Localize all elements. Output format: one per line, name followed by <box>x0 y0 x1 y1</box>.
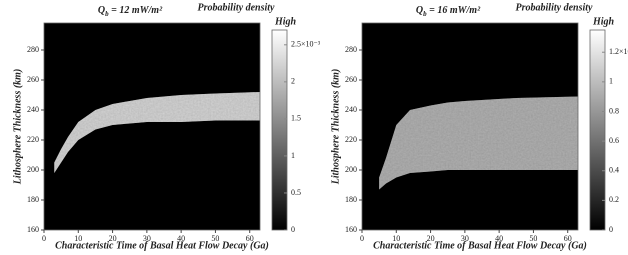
y-tick-label: 220 <box>345 135 357 144</box>
y-tick-label: 180 <box>27 195 39 204</box>
y-tick-label: 280 <box>345 45 357 54</box>
x-tick-label: 20 <box>427 234 435 243</box>
colorbar-tick-label: 1 <box>609 77 613 86</box>
x-tick-label: 40 <box>177 234 185 243</box>
density-band <box>54 92 261 173</box>
y-tick-label: 160 <box>345 225 357 234</box>
colorbar-tick-label: 0.6 <box>609 136 619 145</box>
colorbar <box>271 29 288 231</box>
colorbar-top-label: High <box>592 16 615 27</box>
x-tick-label: 0 <box>360 234 364 243</box>
x-tick-label: 60 <box>564 234 572 243</box>
colorbar-tick-label: 0.2 <box>609 195 619 204</box>
y-axis-label: Lithosphere Thickness (km) <box>330 69 341 186</box>
y-tick-label: 200 <box>345 165 357 174</box>
title-symbol: Q <box>416 5 423 16</box>
x-tick-label: 10 <box>74 234 82 243</box>
colorbar-tick-label: 0 <box>609 225 613 234</box>
colorbar-tick-label: 1 <box>291 151 295 160</box>
colorbar-tick-label: 0.8 <box>609 106 619 115</box>
colorbar-tick-label: 1.2×10⁻³ <box>609 47 628 56</box>
colorbar-tick-label: 2 <box>291 77 295 86</box>
plot-frame <box>43 22 261 231</box>
colorbar <box>589 29 606 231</box>
x-tick-label: 50 <box>529 234 537 243</box>
title-symbol: Q <box>98 5 105 16</box>
colorbar-tick-label: 0.5 <box>291 188 301 197</box>
x-tick-label: 0 <box>42 234 46 243</box>
colorbar-tick-label: 2.5×10⁻³ <box>291 40 321 49</box>
y-tick-label: 240 <box>27 105 39 114</box>
y-tick-label: 260 <box>345 75 357 84</box>
chart-title: Qb = 16 mW/m² <box>416 5 481 17</box>
y-tick-label: 280 <box>27 45 39 54</box>
title-rest: = 12 mW/m² <box>109 5 163 16</box>
x-axis-label: Characteristic Time of Basal Heat Flow D… <box>373 240 587 251</box>
y-tick-label: 160 <box>27 225 39 234</box>
x-axis-label: Characteristic Time of Basal Heat Flow D… <box>55 240 269 251</box>
x-tick-label: 30 <box>461 234 469 243</box>
y-axis-label: Lithosphere Thickness (km) <box>12 69 23 186</box>
y-tick-label: 240 <box>345 105 357 114</box>
title-subscript: b <box>423 10 427 18</box>
x-tick-label: 30 <box>143 234 151 243</box>
chart-title: Qb = 12 mW/m² <box>98 5 163 17</box>
colorbar-title: Probability density <box>516 2 594 13</box>
x-tick-label: 40 <box>495 234 503 243</box>
colorbar-tick-label: 0.4 <box>609 166 619 175</box>
x-tick-label: 50 <box>211 234 219 243</box>
x-tick-label: 10 <box>392 234 400 243</box>
x-tick-label: 60 <box>246 234 254 243</box>
y-tick-label: 180 <box>345 195 357 204</box>
plot-frame <box>361 22 579 231</box>
colorbar-title: Probability density <box>198 2 276 13</box>
y-tick-label: 200 <box>27 165 39 174</box>
y-tick-label: 260 <box>27 75 39 84</box>
colorbar-top-label: High <box>274 16 297 27</box>
title-rest: = 16 mW/m² <box>427 5 481 16</box>
colorbar-tick-label: 1.5 <box>291 114 301 123</box>
density-band <box>379 96 578 190</box>
y-tick-label: 220 <box>27 135 39 144</box>
x-tick-label: 20 <box>109 234 117 243</box>
colorbar-tick-label: 0 <box>291 225 295 234</box>
title-subscript: b <box>105 10 109 18</box>
